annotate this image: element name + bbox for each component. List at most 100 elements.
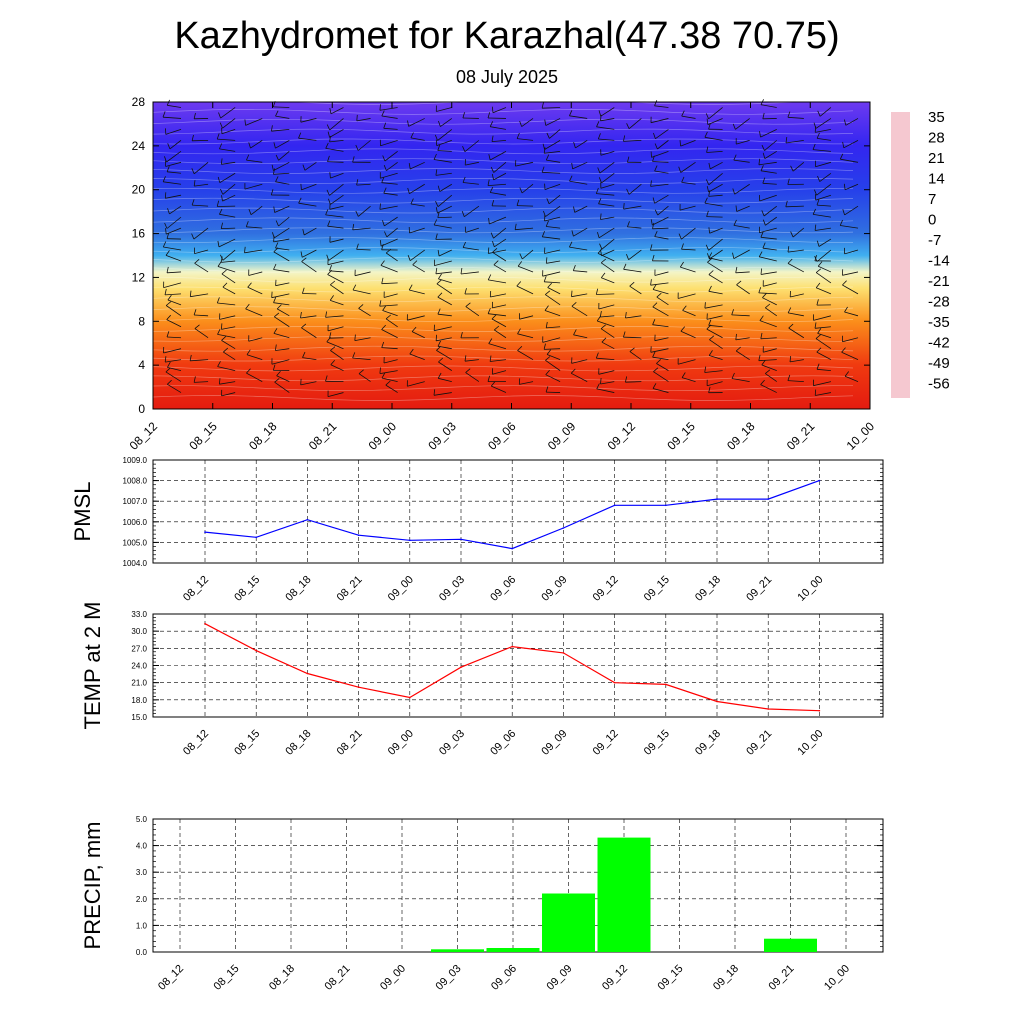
pmsl-time-label: 09_09 <box>539 574 569 604</box>
temp-time-label: 08_12 <box>181 728 211 758</box>
temp-point <box>716 701 718 703</box>
temp-point <box>767 708 769 710</box>
precip-bar <box>764 939 817 952</box>
temp-point <box>665 684 667 686</box>
temp-tick-label: 27.0 <box>131 644 147 653</box>
temp-time-label: 08_15 <box>232 728 262 758</box>
height-tick-label: 0 <box>138 402 145 416</box>
colorbar-label: -35 <box>928 314 950 331</box>
temp-point <box>204 623 206 625</box>
temp-point <box>819 710 821 712</box>
precip-time-label: 09_00 <box>378 963 408 993</box>
time-tick-label: 10_00 <box>844 419 878 453</box>
chart-subtitle: 08 July 2025 <box>456 67 558 87</box>
precip-time-label: 09_06 <box>489 963 519 993</box>
time-tick-label: 09_21 <box>784 419 818 453</box>
barb-feather <box>221 323 222 329</box>
barb-feather <box>165 192 166 198</box>
barb-shaft <box>221 228 235 229</box>
colorbar-label: -49 <box>928 355 950 372</box>
precip-bar <box>542 894 595 953</box>
colorbar-label: 35 <box>928 109 945 126</box>
temperature-field <box>153 102 870 409</box>
pmsl-time-label: 09_15 <box>642 574 672 604</box>
temp-point <box>358 686 360 688</box>
pmsl-point <box>204 531 206 533</box>
pmsl-point <box>716 498 718 500</box>
colorbar-label: 28 <box>928 130 945 147</box>
pmsl-tick-label: 1005.0 <box>123 538 148 547</box>
precip-tick-label: 1.0 <box>136 921 148 930</box>
precip-ylabel: PRECIP, mm <box>80 822 105 950</box>
time-tick-label: 09_06 <box>485 419 519 453</box>
pmsl-time-label: 08_12 <box>181 574 211 604</box>
temp-time-label: 09_15 <box>642 728 672 758</box>
pmsl-time-label: 09_21 <box>744 574 774 604</box>
colorbar-label: -28 <box>928 294 950 311</box>
pmsl-tick-label: 1008.0 <box>123 477 148 486</box>
barb-shaft <box>707 217 723 218</box>
pmsl-time-label: 08_15 <box>232 574 262 604</box>
precip-tick-label: 2.0 <box>136 895 148 904</box>
barb-shaft <box>623 337 641 338</box>
time-tick-label: 09_12 <box>605 419 639 453</box>
temp-tick-label: 21.0 <box>131 679 147 688</box>
temp-tick-label: 18.0 <box>131 696 147 705</box>
temp-point <box>409 697 411 699</box>
colorbar-label: 7 <box>928 191 936 208</box>
precip-time-label: 08_15 <box>212 963 242 993</box>
precip-time-label: 08_21 <box>323 963 353 993</box>
precip-time-label: 09_15 <box>656 963 686 993</box>
temp-tick-label: 15.0 <box>131 713 147 722</box>
height-tick-label: 20 <box>132 183 146 197</box>
time-tick-label: 09_09 <box>545 419 579 453</box>
pmsl-frame <box>153 460 883 563</box>
time-tick-label: 08_12 <box>127 419 161 453</box>
pmsl-point <box>307 519 309 521</box>
time-tick-label: 09_00 <box>366 419 400 453</box>
pmsl-point <box>767 498 769 500</box>
precip-frame <box>153 819 883 952</box>
pmsl-point <box>255 537 257 539</box>
colorbar-label: -7 <box>928 232 941 249</box>
height-tick-label: 24 <box>132 139 146 153</box>
pmsl-time-label: 09_06 <box>488 574 518 604</box>
barb-feather <box>436 335 437 341</box>
precip-tick-label: 5.0 <box>136 815 148 824</box>
time-tick-label: 08_18 <box>246 419 280 453</box>
precip-bar <box>487 948 540 952</box>
temp-time-label: 09_09 <box>539 728 569 758</box>
temp-point <box>511 646 513 648</box>
pmsl-point <box>358 534 360 536</box>
barb-feather <box>357 115 358 121</box>
pmsl-tick-label: 1004.0 <box>123 559 148 568</box>
colorbar-label: -14 <box>928 253 950 270</box>
pmsl-point <box>409 540 411 542</box>
temp-point <box>563 652 565 654</box>
time-tick-label: 08_21 <box>306 419 340 453</box>
temp-tick-label: 33.0 <box>131 610 147 619</box>
colorbar-label: -56 <box>928 376 950 393</box>
pmsl-time-label: 09_03 <box>437 574 467 604</box>
colorbar-label: 0 <box>928 212 936 229</box>
temp-time-label: 09_03 <box>437 728 467 758</box>
temp-time-label: 09_18 <box>693 728 723 758</box>
temp-tick-label: 24.0 <box>131 662 147 671</box>
precip-time-label: 09_12 <box>600 963 630 993</box>
pmsl-point <box>460 539 462 541</box>
barb-shaft <box>517 206 533 207</box>
temp-time-label: 10_00 <box>795 728 825 758</box>
time-tick-label: 08_15 <box>186 419 220 453</box>
pmsl-tick-label: 1009.0 <box>123 456 148 465</box>
colorbar-label: 21 <box>928 150 945 167</box>
barb-feather <box>705 302 706 308</box>
pmsl-ylabel: PMSL <box>70 482 95 542</box>
temp-time-label: 09_00 <box>386 728 416 758</box>
temp-ylabel: TEMP at 2 M <box>80 602 105 730</box>
temp-time-label: 08_18 <box>283 728 313 758</box>
colorbar-label: -21 <box>928 273 950 290</box>
pmsl-point <box>614 505 616 507</box>
